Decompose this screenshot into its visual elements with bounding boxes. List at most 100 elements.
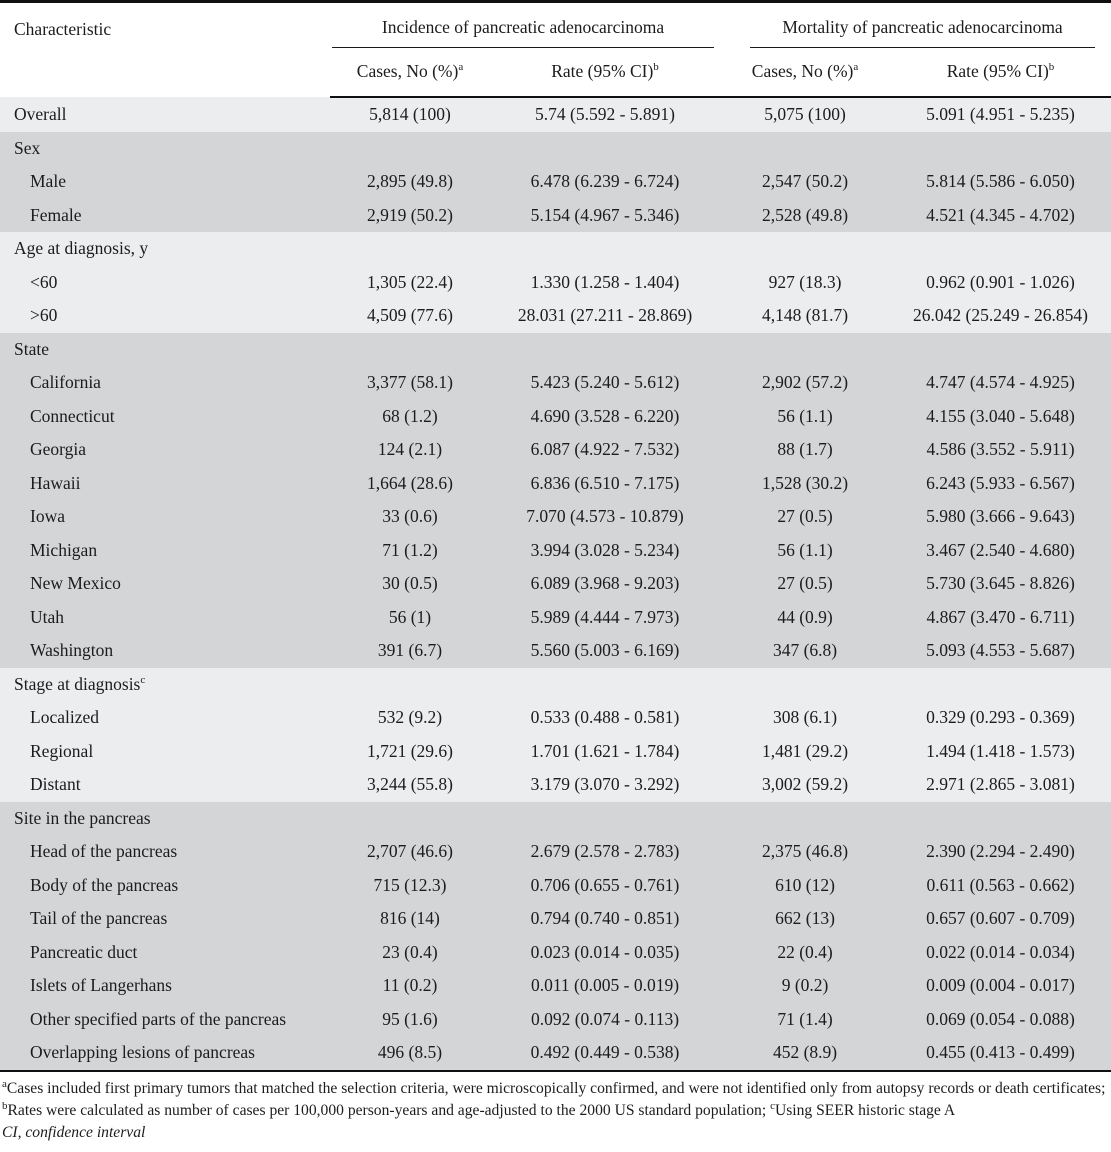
mortality-cases-cell xyxy=(720,131,891,165)
row-label: Site in the pancreas xyxy=(0,801,330,835)
row-label: Body of the pancreas xyxy=(0,868,330,902)
mortality-cases-cell: 3,002 (59.2) xyxy=(720,768,891,802)
incidence-cases-cell: 496 (8.5) xyxy=(330,1036,490,1072)
mortality-rate-cell: 6.243 (5.933 - 6.567) xyxy=(890,466,1111,500)
mortality-rate-cell xyxy=(890,332,1111,366)
row-label: Sex xyxy=(0,131,330,165)
incidence-cases-cell xyxy=(330,332,490,366)
incidence-rate-cell: 5.423 (5.240 - 5.612) xyxy=(490,366,721,400)
incidence-rate-cell: 0.794 (0.740 - 0.851) xyxy=(490,902,721,936)
statistics-table-container: Characteristic Incidence of pancreatic a… xyxy=(0,0,1111,1072)
table-row: >60 4,509 (77.6) 28.031 (27.211 - 28.869) 4… xyxy=(0,299,1111,333)
incidence-cases-cell: 3,244 (55.8) xyxy=(330,768,490,802)
incidence-cases-cell: 391 (6.7) xyxy=(330,634,490,668)
table-row: Male 2,895 (49.8) 6.478 (6.239 - 6.724) 2,5… xyxy=(0,165,1111,199)
mortality-cases-cell: 610 (12) xyxy=(720,868,891,902)
table-row: Distant 3,244 (55.8) 3.179 (3.070 - 3.292)… xyxy=(0,768,1111,802)
mortality-cases-cell: 2,902 (57.2) xyxy=(720,366,891,400)
incidence-rate-cell xyxy=(490,131,721,165)
section-header-row: State xyxy=(0,332,1111,366)
mortality-rate-cell: 1.494 (1.418 - 1.573) xyxy=(890,734,1111,768)
row-label: Georgia xyxy=(0,433,330,467)
mortality-rate-cell xyxy=(890,232,1111,266)
incidence-cases-cell: 3,377 (58.1) xyxy=(330,366,490,400)
incidence-rate-cell: 2.679 (2.578 - 2.783) xyxy=(490,835,721,869)
row-label: Hawaii xyxy=(0,466,330,500)
row-label: Washington xyxy=(0,634,330,668)
row-label: Distant xyxy=(0,768,330,802)
incidence-cases-cell xyxy=(330,232,490,266)
incidence-cases-cell: 2,895 (49.8) xyxy=(330,165,490,199)
incidence-cases-cell: 11 (0.2) xyxy=(330,969,490,1003)
mortality-rate-cell: 0.069 (0.054 - 0.088) xyxy=(890,1002,1111,1036)
row-label: >60 xyxy=(0,299,330,333)
mortality-rate-cell: 4.867 (3.470 - 6.711) xyxy=(890,600,1111,634)
incidence-rate-cell: 0.492 (0.449 - 0.538) xyxy=(490,1036,721,1072)
mortality-cases-cell: 71 (1.4) xyxy=(720,1002,891,1036)
incidence-rate-cell xyxy=(490,232,721,266)
row-label: Islets of Langerhans xyxy=(0,969,330,1003)
mortality-cases-cell: 2,375 (46.8) xyxy=(720,835,891,869)
incidence-rate-cell xyxy=(490,801,721,835)
row-label: Iowa xyxy=(0,500,330,534)
incidence-rate-cell: 6.478 (6.239 - 6.724) xyxy=(490,165,721,199)
mortality-cases-cell xyxy=(720,232,891,266)
table-row: Washington 391 (6.7) 5.560 (5.003 - 6.169)… xyxy=(0,634,1111,668)
incidence-cases-cell: 816 (14) xyxy=(330,902,490,936)
mortality-rate-cell: 0.009 (0.004 - 0.017) xyxy=(890,969,1111,1003)
incidence-cases-cell: 33 (0.6) xyxy=(330,500,490,534)
row-label: Pancreatic duct xyxy=(0,935,330,969)
incidence-cases-cell xyxy=(330,131,490,165)
mortality-cases-cell: 1,481 (29.2) xyxy=(720,734,891,768)
table-row: Overall 5,814 (100) 5.74 (5.592 - 5.891) 5,… xyxy=(0,97,1111,132)
abbreviation-note: CI, confidence interval xyxy=(2,1123,146,1141)
mortality-cases-cell: 5,075 (100) xyxy=(720,97,891,132)
incidence-rate-cell: 5.154 (4.967 - 5.346) xyxy=(490,198,721,232)
incidence-rate-cell: 5.560 (5.003 - 6.169) xyxy=(490,634,721,668)
mortality-rate-cell: 5.980 (3.666 - 9.643) xyxy=(890,500,1111,534)
mortality-rate-cell: 4.586 (3.552 - 5.911) xyxy=(890,433,1111,467)
group-header-mortality: Mortality of pancreatic adenocarcinoma xyxy=(720,3,1111,48)
row-label: Michigan xyxy=(0,533,330,567)
table-row: <60 1,305 (22.4) 1.330 (1.258 - 1.404) 927 … xyxy=(0,265,1111,299)
incidence-rate-cell: 5.989 (4.444 - 7.973) xyxy=(490,600,721,634)
row-label: Male xyxy=(0,165,330,199)
mortality-rate-cell: 5.730 (3.645 - 8.826) xyxy=(890,567,1111,601)
incidence-cases-cell: 2,919 (50.2) xyxy=(330,198,490,232)
incidence-cases-cell xyxy=(330,667,490,701)
incidence-cases-cell: 5,814 (100) xyxy=(330,97,490,132)
incidence-cases-cell: 30 (0.5) xyxy=(330,567,490,601)
table-row: Pancreatic duct 23 (0.4) 0.023 (0.014 - 0.… xyxy=(0,935,1111,969)
group-header-mortality-label: Mortality of pancreatic adenocarcinoma xyxy=(750,17,1096,48)
incidence-rate-cell: 6.087 (4.922 - 7.532) xyxy=(490,433,721,467)
mortality-rate-cell: 0.962 (0.901 - 1.026) xyxy=(890,265,1111,299)
table-row: New Mexico 30 (0.5) 6.089 (3.968 - 9.203) 2… xyxy=(0,567,1111,601)
row-label: New Mexico xyxy=(0,567,330,601)
incidence-rate-cell: 3.994 (3.028 - 5.234) xyxy=(490,533,721,567)
incidence-rate-cell: 1.330 (1.258 - 1.404) xyxy=(490,265,721,299)
table-row: Localized 532 (9.2) 0.533 (0.488 - 0.581) 3… xyxy=(0,701,1111,735)
mortality-cases-cell: 4,148 (81.7) xyxy=(720,299,891,333)
row-label: Utah xyxy=(0,600,330,634)
mortality-cases-cell: 22 (0.4) xyxy=(720,935,891,969)
incidence-rate-cell: 4.690 (3.528 - 6.220) xyxy=(490,399,721,433)
table-row: Overlapping lesions of pancreas 496 (8.5)… xyxy=(0,1036,1111,1072)
incidence-cases-cell: 56 (1) xyxy=(330,600,490,634)
table-row: Connecticut 68 (1.2) 4.690 (3.528 - 6.220)… xyxy=(0,399,1111,433)
row-label: Tail of the pancreas xyxy=(0,902,330,936)
mortality-cases-cell xyxy=(720,332,891,366)
mortality-rate-cell: 2.390 (2.294 - 2.490) xyxy=(890,835,1111,869)
mortality-rate-cell: 0.022 (0.014 - 0.034) xyxy=(890,935,1111,969)
incidence-cases-cell: 23 (0.4) xyxy=(330,935,490,969)
section-header-row: Sex xyxy=(0,131,1111,165)
incidence-rate-cell: 5.74 (5.592 - 5.891) xyxy=(490,97,721,132)
mortality-cases-cell: 1,528 (30.2) xyxy=(720,466,891,500)
incidence-rate-cell: 6.089 (3.968 - 9.203) xyxy=(490,567,721,601)
table-row: Islets of Langerhans 11 (0.2) 0.011 (0.005… xyxy=(0,969,1111,1003)
table-row: Head of the pancreas 2,707 (46.6) 2.679 (2… xyxy=(0,835,1111,869)
incidence-rate-cell: 28.031 (27.211 - 28.869) xyxy=(490,299,721,333)
table-row: California 3,377 (58.1) 5.423 (5.240 - 5.6… xyxy=(0,366,1111,400)
incidence-rate-cell: 6.836 (6.510 - 7.175) xyxy=(490,466,721,500)
row-label: Overlapping lesions of pancreas xyxy=(0,1036,330,1072)
table-row: Hawaii 1,664 (28.6) 6.836 (6.510 - 7.175) 1… xyxy=(0,466,1111,500)
